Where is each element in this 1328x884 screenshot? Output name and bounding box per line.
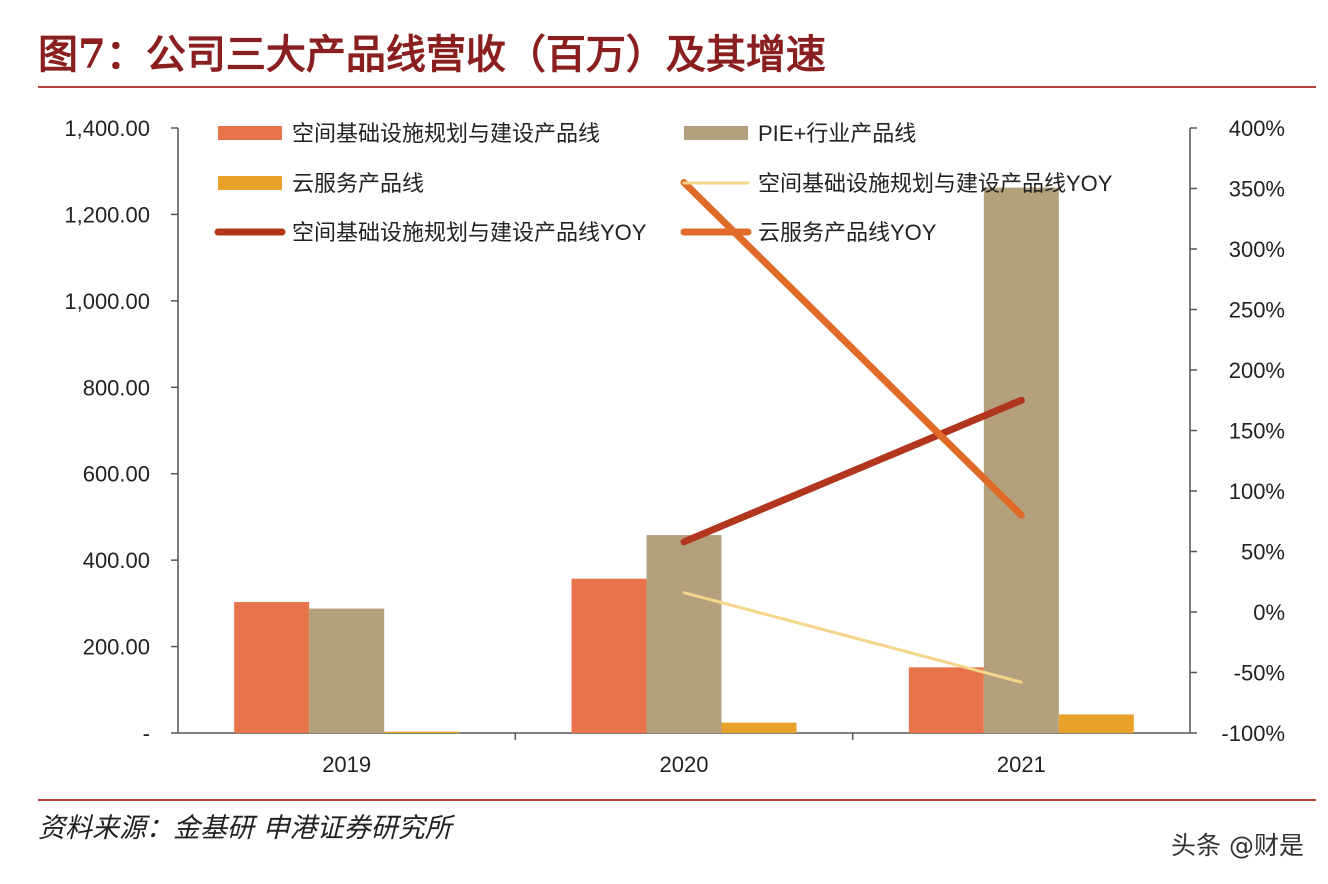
right-tick-label: 350% [1229,177,1285,202]
source-note: 资料来源：金基研 申港证券研究所 [38,813,452,844]
right-tick-label: 200% [1229,358,1285,383]
right-tick-label: -50% [1234,661,1285,686]
right-tick-label: 0% [1253,600,1285,625]
bar-1 [983,187,1059,733]
right-tick-label: 150% [1229,419,1285,444]
revenue-growth-chart: - 200.00 400.00 600.00 800.00 1,000.00 1,200.0… [64,116,1285,777]
legend-label: 云服务产品线YOY [758,220,937,245]
legend-label: 云服务产品线 [292,171,424,196]
bar-0 [234,602,310,733]
bar-2 [384,731,460,733]
left-tick-label: 1,200.00 [64,202,150,227]
title-rule [38,86,1316,88]
right-tick-label: 400% [1229,116,1285,141]
bar-1 [309,608,385,733]
left-tick-label: 1,400.00 [64,116,150,141]
legend-swatch [684,126,748,140]
left-tick-label: 800.00 [83,375,150,400]
legend-label: PIE+行业产品线 [758,121,916,146]
right-tick-label: 50% [1241,540,1285,565]
yoy-line-1 [680,396,1025,546]
source-rule [38,799,1316,801]
left-tick-label: 400.00 [83,548,150,573]
right-tick-label: 100% [1229,479,1285,504]
right-tick-label: 300% [1229,237,1285,262]
left-tick-label: 200.00 [83,635,150,660]
yoy-line-0 [682,591,1023,684]
right-tick-label: -100% [1221,721,1285,746]
bar-0 [571,578,647,733]
right-tick-label: 250% [1229,298,1285,323]
bar-0 [908,667,984,733]
bar-2 [1058,714,1134,733]
legend-label: 空间基础设施规划与建设产品线YOY [758,171,1113,196]
left-tick-label: 600.00 [83,462,150,487]
legend-label: 空间基础设施规划与建设产品线YOY [292,220,647,245]
figure-title: 图7：公司三大产品线营收（百万）及其增速 [38,31,826,78]
watermark: 头条 @财是 [1171,831,1304,860]
bar-1 [646,535,722,733]
x-tick-label: 2021 [997,752,1046,777]
left-tick-label: 1,000.00 [64,289,150,314]
x-tick-label: 2019 [322,752,371,777]
x-tick-label: 2020 [660,752,709,777]
left-tick-label: - [143,721,150,746]
yoy-line-2 [680,178,1025,519]
legend-swatch [218,126,282,140]
legend-label: 空间基础设施规划与建设产品线 [292,121,600,146]
bar-2 [721,722,797,733]
legend-swatch [218,176,282,190]
